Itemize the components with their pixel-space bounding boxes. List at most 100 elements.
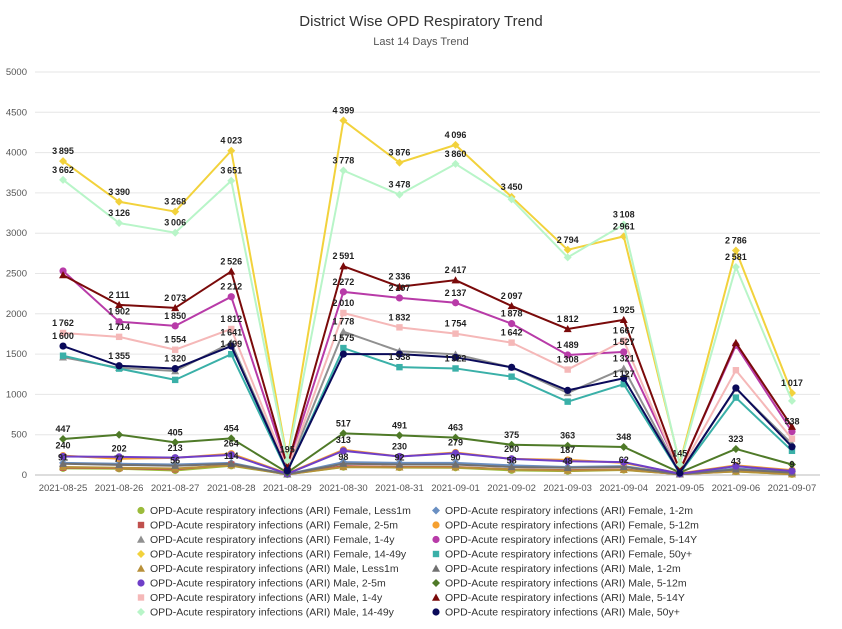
series-14 <box>59 262 796 475</box>
data-point <box>171 346 179 353</box>
y-tick-label: 2000 <box>6 309 27 320</box>
legend-item[interactable]: OPD-Acute respiratory infections (ARI) F… <box>137 549 407 561</box>
legend-label: OPD-Acute respiratory infections (ARI) M… <box>150 563 399 575</box>
legend-item[interactable]: OPD-Acute respiratory infections (ARI) M… <box>432 592 685 604</box>
legend-item[interactable]: OPD-Acute respiratory infections (ARI) F… <box>432 534 697 546</box>
data-point <box>619 315 628 324</box>
y-tick-label: 2500 <box>6 269 27 280</box>
legend-item[interactable]: OPD-Acute respiratory infections (ARI) F… <box>432 505 693 517</box>
legend-item[interactable]: OPD-Acute respiratory infections (ARI) M… <box>137 563 399 575</box>
legend-label: OPD-Acute respiratory infections (ARI) M… <box>445 578 687 590</box>
series-line <box>62 344 793 475</box>
legend-item[interactable]: OPD-Acute respiratory infections (ARI) M… <box>137 592 383 604</box>
data-label: 43 <box>731 457 741 467</box>
data-point <box>115 453 123 461</box>
data-label: 1 812 <box>557 314 579 324</box>
data-point <box>59 434 68 443</box>
legend-marker <box>137 594 145 601</box>
legend-item[interactable]: OPD-Acute respiratory infections (ARI) F… <box>432 520 699 532</box>
legend-item[interactable]: OPD-Acute respiratory infections (ARI) M… <box>137 607 395 619</box>
legend-marker <box>432 550 440 558</box>
data-point <box>508 363 516 371</box>
legend-item[interactable]: OPD-Acute respiratory infections (ARI) M… <box>432 578 687 590</box>
data-point <box>507 195 516 204</box>
data-label: 2 010 <box>332 298 354 308</box>
data-label: 2 961 <box>613 221 635 231</box>
x-tick-label: 2021-08-25 <box>39 483 88 494</box>
data-label: 1 527 <box>613 337 635 347</box>
x-tick-label: 2021-08-30 <box>319 483 368 494</box>
data-label: 538 <box>784 417 799 427</box>
data-point <box>732 394 740 401</box>
legend-item[interactable]: OPD-Acute respiratory infections (ARI) F… <box>137 520 398 532</box>
legend: OPD-Acute respiratory infections (ARI) F… <box>137 505 699 619</box>
data-label: 264 <box>224 439 239 449</box>
data-point <box>732 367 740 374</box>
data-label: 1 308 <box>557 355 579 365</box>
data-point <box>115 460 124 469</box>
data-point <box>563 245 572 254</box>
data-point <box>339 459 348 467</box>
legend-marker <box>432 535 440 544</box>
data-point <box>395 350 404 358</box>
legend-item[interactable]: OPD-Acute respiratory infections (ARI) M… <box>432 607 680 619</box>
data-point <box>59 271 68 279</box>
data-point <box>395 431 404 440</box>
data-point <box>788 467 796 475</box>
data-label: 1 321 <box>613 354 635 364</box>
legend-label: OPD-Acute respiratory infections (ARI) F… <box>150 505 411 517</box>
data-label: 1 641 <box>220 328 242 338</box>
data-point <box>451 159 460 168</box>
legend-marker <box>137 550 145 558</box>
data-point <box>451 433 460 442</box>
data-point <box>283 456 292 465</box>
chart-title: District Wise OPD Respiratory Trend <box>299 13 542 30</box>
y-axis: 0 500 1000 1500 2000 2500 3000 3500 4000 4500 5000 <box>6 67 27 481</box>
x-tick-label: 2021-09-04 <box>599 483 648 494</box>
legend-marker <box>137 506 145 515</box>
data-point <box>787 460 796 469</box>
data-point <box>563 463 572 471</box>
legend-item[interactable]: OPD-Acute respiratory infections (ARI) M… <box>432 563 681 575</box>
data-point <box>171 454 179 462</box>
data-label: 1 714 <box>108 322 130 332</box>
data-label: 405 <box>168 427 183 437</box>
series-line <box>62 118 793 464</box>
legend-item[interactable]: OPD-Acute respiratory infections (ARI) F… <box>137 534 395 546</box>
data-point <box>59 452 67 461</box>
data-point <box>171 207 180 216</box>
data-point <box>171 365 179 373</box>
data-point <box>115 430 124 439</box>
data-label: 3 006 <box>164 218 186 228</box>
legend-label: OPD-Acute respiratory infections (ARI) F… <box>445 534 697 546</box>
x-tick-label: 2021-09-02 <box>487 483 536 494</box>
legend-item[interactable]: OPD-Acute respiratory infections (ARI) F… <box>137 505 411 517</box>
legend-item[interactable]: OPD-Acute respiratory infections (ARI) F… <box>432 549 692 561</box>
series-group <box>59 116 796 479</box>
data-label: 3 450 <box>501 182 523 192</box>
legend-marker <box>137 564 145 572</box>
data-point <box>507 440 516 449</box>
data-label: 145 <box>672 448 687 458</box>
data-label: 279 <box>448 438 463 448</box>
x-tick-label: 2021-08-31 <box>375 483 424 494</box>
data-point <box>227 342 235 350</box>
data-label: 3 268 <box>164 197 186 207</box>
x-tick-label: 2021-08-28 <box>207 483 256 494</box>
data-point <box>339 327 348 335</box>
data-label: 348 <box>616 432 631 442</box>
series-line <box>63 449 793 475</box>
data-point <box>59 175 68 184</box>
data-label: 2 097 <box>501 291 523 301</box>
data-point <box>451 140 460 149</box>
legend-marker <box>432 521 440 529</box>
x-tick-label: 2021-08-27 <box>151 483 200 494</box>
data-point <box>59 342 67 350</box>
legend-label: OPD-Acute respiratory infections (ARI) M… <box>150 578 386 590</box>
data-label: 1 554 <box>164 335 186 345</box>
data-point <box>620 374 628 382</box>
legend-item[interactable]: OPD-Acute respiratory infections (ARI) M… <box>137 578 386 590</box>
data-label: 114 <box>224 451 239 461</box>
data-point <box>508 455 516 463</box>
